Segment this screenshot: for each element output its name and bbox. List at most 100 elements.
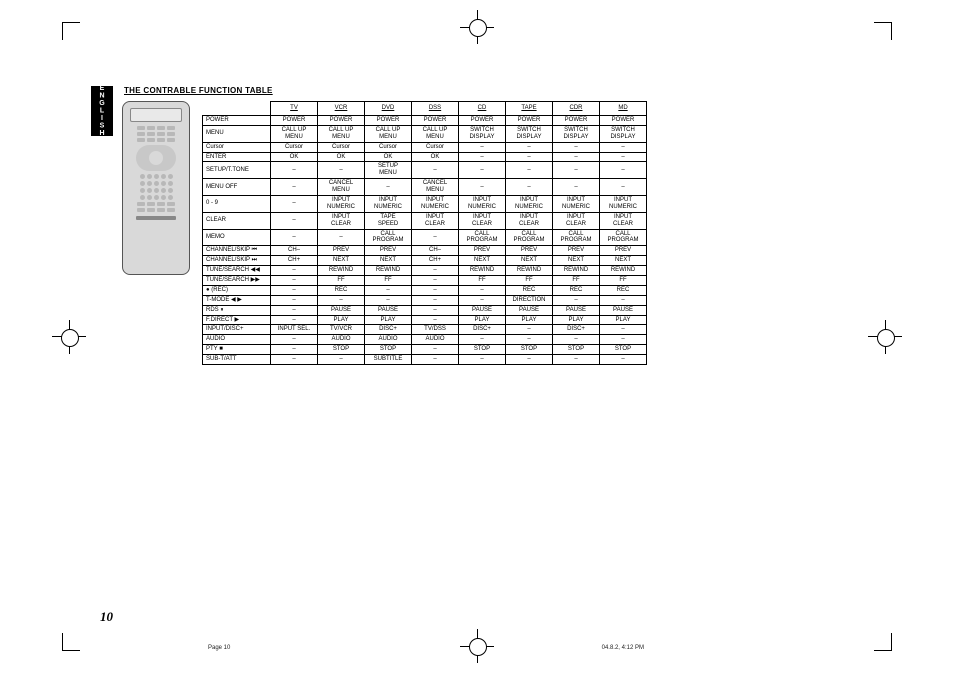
- table-cell: –: [506, 162, 553, 179]
- row-label: F.DIRECT ▶: [203, 315, 271, 325]
- col-header: TV: [271, 102, 318, 116]
- language-tab: ENGLISH: [91, 86, 113, 136]
- table-cell: STOP: [318, 345, 365, 355]
- registration-mark-bottom: [464, 633, 490, 659]
- table-cell: POWER: [553, 116, 600, 126]
- table-cell: –: [600, 142, 647, 152]
- row-label: CLEAR: [203, 212, 271, 229]
- table-cell: FF: [318, 276, 365, 286]
- table-cell: Cursor: [412, 142, 459, 152]
- table-cell: –: [506, 325, 553, 335]
- table-cell: –: [412, 295, 459, 305]
- table-cell: POWER: [459, 116, 506, 126]
- table-cell: –: [506, 179, 553, 196]
- table-cell: –: [553, 152, 600, 162]
- col-header: MD: [600, 102, 647, 116]
- table-cell: INPUT NUMERIC: [506, 196, 553, 213]
- table-cell: INPUT NUMERIC: [600, 196, 647, 213]
- table-cell: DISC+: [365, 325, 412, 335]
- table-cell: –: [271, 315, 318, 325]
- footer-right: 04.8.2, 4:12 PM: [602, 645, 644, 651]
- table-cell: POWER: [318, 116, 365, 126]
- table-cell: CANCEL MENU: [318, 179, 365, 196]
- table-cell: –: [412, 305, 459, 315]
- table-cell: –: [553, 355, 600, 365]
- row-label: PTY ■: [203, 345, 271, 355]
- table-cell: TAPE SPEED: [365, 212, 412, 229]
- table-cell: –: [506, 152, 553, 162]
- table-cell: CH–: [412, 246, 459, 256]
- table-cell: PAUSE: [600, 305, 647, 315]
- table-cell: PREV: [459, 246, 506, 256]
- table-cell: CALL PROGRAM: [553, 229, 600, 246]
- table-cell: PREV: [318, 246, 365, 256]
- table-cell: POWER: [271, 116, 318, 126]
- table-cell: –: [459, 295, 506, 305]
- table-cell: INPUT SEL.: [271, 325, 318, 335]
- table-cell: PAUSE: [365, 305, 412, 315]
- table-row: SUB-T/ATT––SUBTITLE–––––: [203, 355, 647, 365]
- table-cell: CALL UP MENU: [271, 125, 318, 142]
- table-cell: CANCEL MENU: [412, 179, 459, 196]
- table-cell: –: [412, 315, 459, 325]
- table-row: TUNE/SEARCH ▶▶–FFFF–FFFFFFFF: [203, 276, 647, 286]
- table-cell: PLAY: [318, 315, 365, 325]
- table-cell: REWIND: [553, 266, 600, 276]
- table-cell: PAUSE: [318, 305, 365, 315]
- table-cell: PLAY: [506, 315, 553, 325]
- col-header: CD: [459, 102, 506, 116]
- table-cell: PLAY: [459, 315, 506, 325]
- row-label: AUDIO: [203, 335, 271, 345]
- table-cell: –: [365, 285, 412, 295]
- table-cell: –: [271, 276, 318, 286]
- table-cell: –: [271, 162, 318, 179]
- table-cell: –: [506, 142, 553, 152]
- table-cell: PAUSE: [506, 305, 553, 315]
- table-cell: REC: [506, 285, 553, 295]
- table-cell: NEXT: [553, 256, 600, 266]
- table-cell: STOP: [506, 345, 553, 355]
- table-cell: –: [271, 196, 318, 213]
- table-cell: PLAY: [365, 315, 412, 325]
- table-cell: –: [459, 335, 506, 345]
- table-cell: SWITCH DISPLAY: [459, 125, 506, 142]
- table-cell: PREV: [506, 246, 553, 256]
- row-label: MENU: [203, 125, 271, 142]
- col-header: CDR: [553, 102, 600, 116]
- table-cell: –: [412, 345, 459, 355]
- table-cell: –: [553, 179, 600, 196]
- table-cell: Cursor: [318, 142, 365, 152]
- table-cell: –: [318, 295, 365, 305]
- table-cell: –: [553, 335, 600, 345]
- table-cell: –: [318, 229, 365, 246]
- table-cell: CALL PROGRAM: [506, 229, 553, 246]
- row-label: MENU OFF: [203, 179, 271, 196]
- table-cell: REWIND: [506, 266, 553, 276]
- table-row: CursorCursorCursorCursorCursor––––: [203, 142, 647, 152]
- remote-illustration: [122, 101, 190, 275]
- table-cell: NEXT: [600, 256, 647, 266]
- table-cell: –: [506, 355, 553, 365]
- table-cell: CALL PROGRAM: [600, 229, 647, 246]
- table-cell: NEXT: [365, 256, 412, 266]
- table-cell: DIRECTION: [506, 295, 553, 305]
- table-cell: OK: [271, 152, 318, 162]
- row-label: RDS ⏸: [203, 305, 271, 315]
- page: ENGLISH THE CONTRABLE FUNCTION TABLE TVV…: [0, 0, 954, 673]
- table-cell: INPUT NUMERIC: [553, 196, 600, 213]
- row-label: SETUP/T.TONE: [203, 162, 271, 179]
- table-cell: SUBTITLE: [365, 355, 412, 365]
- table-cell: CH+: [271, 256, 318, 266]
- table-cell: –: [271, 285, 318, 295]
- table-cell: POWER: [365, 116, 412, 126]
- table-cell: REWIND: [459, 266, 506, 276]
- row-label: CHANNEL/SKIP ⏭: [203, 256, 271, 266]
- table-cell: PREV: [600, 246, 647, 256]
- table-cell: STOP: [600, 345, 647, 355]
- table-cell: –: [412, 266, 459, 276]
- table-cell: NEXT: [506, 256, 553, 266]
- table-row: ● (REC)–REC–––RECRECREC: [203, 285, 647, 295]
- table-cell: POWER: [506, 116, 553, 126]
- table-cell: FF: [600, 276, 647, 286]
- table-row: F.DIRECT ▶–PLAYPLAY–PLAYPLAYPLAYPLAY: [203, 315, 647, 325]
